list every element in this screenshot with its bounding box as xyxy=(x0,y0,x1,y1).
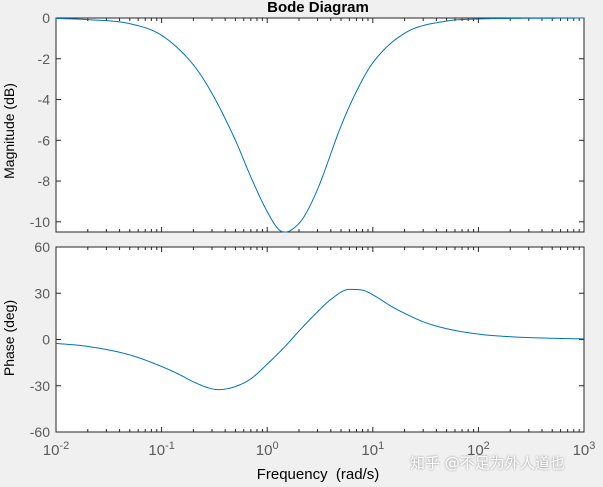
x-tick-label: 101 xyxy=(361,440,384,459)
x-tick-label: 10-2 xyxy=(43,440,69,459)
y-tick-label: 0 xyxy=(42,10,50,26)
y-tick-label: 0 xyxy=(42,332,50,348)
magnitude-series-line xyxy=(55,17,585,233)
x-tick-label: 103 xyxy=(573,440,596,459)
y-tick-label: -60 xyxy=(30,424,50,440)
phase-series-line xyxy=(55,288,585,391)
magnitude-panel: 0 -2 -4 -6 -8 -10 xyxy=(30,10,585,233)
x-tick-label: 10-1 xyxy=(148,440,174,459)
phase-ylabel: Phase (deg) xyxy=(1,300,17,376)
y-tick-label: -30 xyxy=(30,378,50,394)
chart-title: Bode Diagram xyxy=(267,0,369,16)
plot-area xyxy=(55,17,585,233)
magnitude-ylabel: Magnitude (dB) xyxy=(1,83,17,179)
watermark: 知乎 @不足为外人道也 xyxy=(410,454,565,472)
y-tick-label: -10 xyxy=(30,214,50,230)
x-axis-label: Frequency (rad/s) xyxy=(257,466,380,483)
y-tick-label: -4 xyxy=(38,92,51,108)
plot-area xyxy=(55,246,585,433)
y-tick-label: 60 xyxy=(34,239,50,255)
y-tick-label: -6 xyxy=(38,132,51,148)
x-tick-label: 100 xyxy=(256,440,279,459)
y-tick-label: -8 xyxy=(38,173,51,189)
y-tick-label: -2 xyxy=(38,51,51,67)
y-tick-label: 30 xyxy=(34,285,50,301)
phase-panel: 60 30 0 -30 -60 xyxy=(30,239,585,440)
